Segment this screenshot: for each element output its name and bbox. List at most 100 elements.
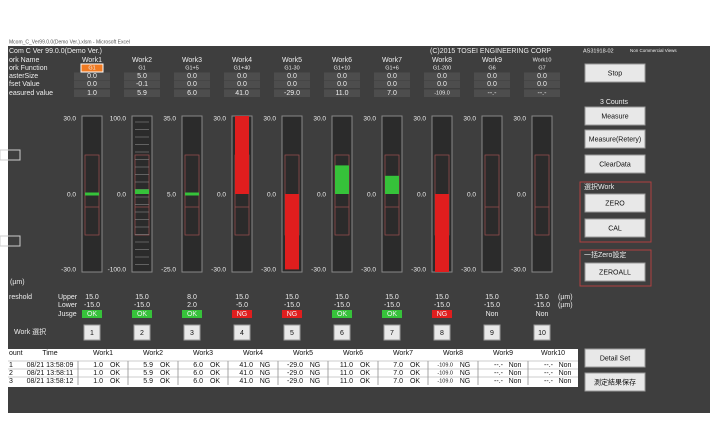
work-select[interactable] (383, 324, 401, 341)
work-offset: 0.0 (337, 81, 347, 88)
cell: 1.0 (93, 378, 103, 385)
table-header: Time (42, 350, 57, 357)
value-cell (274, 89, 310, 97)
marker (0, 149, 21, 161)
cell: 6.0 (193, 378, 203, 385)
work-select-label: 3 (190, 330, 194, 337)
value-cell (524, 89, 560, 97)
cell: NG (460, 378, 471, 385)
cal-button[interactable] (584, 218, 646, 238)
cell: -29.0 (287, 378, 303, 385)
upper: 15.0 (335, 294, 349, 301)
judge: NG (237, 311, 248, 318)
cell: Non (559, 378, 572, 385)
gauge-scale: -30.0 (211, 267, 226, 274)
work-select[interactable] (533, 324, 551, 341)
cell: OK (210, 378, 220, 385)
work-select[interactable] (233, 324, 251, 341)
work-function: G7 (538, 65, 545, 71)
gauge-scale: 0.0 (517, 192, 526, 199)
group-label: 一括Zero設定 (584, 250, 626, 259)
app-title: Com C Ver 99.0.0(Demo Ver.) (9, 48, 102, 55)
value-cell (474, 72, 510, 80)
retry-button[interactable] (584, 129, 646, 149)
lower: -15.0 (534, 302, 550, 309)
work-offset: 0.0 (387, 81, 397, 88)
gauge-scale: 0.0 (117, 192, 126, 199)
gauge-bar (135, 189, 149, 194)
work-select[interactable] (133, 324, 151, 341)
cell: 2 (9, 370, 13, 377)
cell: OK (110, 362, 120, 369)
work-function: G1+6 (385, 65, 399, 71)
value-cell (424, 80, 460, 88)
cell: 1 (9, 362, 13, 369)
gauge-limit (534, 154, 550, 236)
work-name: Work1 (82, 57, 102, 64)
judge-box (232, 310, 252, 318)
work-master: 0.0 (237, 73, 247, 80)
save-button[interactable] (584, 372, 646, 392)
value-cell (424, 89, 460, 97)
work-select-label: 8 (440, 330, 444, 337)
work-select[interactable] (333, 324, 351, 341)
upper: 15.0 (235, 294, 249, 301)
work-select[interactable] (283, 324, 301, 341)
work-offset: -0.1 (136, 81, 148, 88)
work-measured: 7.0 (387, 90, 397, 97)
value-cell (524, 80, 560, 88)
cell: OK (410, 370, 420, 377)
upper: 15.0 (85, 294, 99, 301)
table-header: Work6 (343, 350, 363, 357)
gauge-bar (285, 194, 299, 270)
threshold-label: reshold (9, 294, 32, 301)
gauge-scale: -30.0 (461, 267, 476, 274)
cell: 6.0 (193, 362, 203, 369)
work-name: Work2 (132, 57, 152, 64)
gauge-scale: 0.0 (367, 192, 376, 199)
upper-label: Upper (58, 294, 78, 301)
judge-box (82, 310, 102, 318)
work-select[interactable] (433, 324, 451, 341)
zero-button[interactable] (584, 193, 646, 213)
lower: -15.0 (334, 302, 350, 309)
value-cell (474, 80, 510, 88)
cell: Non (509, 378, 522, 385)
gauge-scale: -25.0 (161, 267, 176, 274)
work-function: G1+5 (185, 65, 199, 71)
gauge-scale: 30.0 (463, 116, 476, 123)
cell: 08/21 13:58:11 (27, 370, 73, 377)
value-cell (224, 80, 260, 88)
gauge-scale: 30.0 (263, 116, 276, 123)
judge-box (282, 310, 302, 318)
copyright: (C)2015 TOSEI ENGINEERING CORP (430, 48, 551, 55)
stop-button-label: Stop (608, 70, 623, 77)
work-measured: --.- (538, 90, 548, 97)
work-measured: --.- (488, 90, 498, 97)
zeroall-button[interactable] (584, 262, 646, 282)
gauge-scale: 30.0 (63, 116, 76, 123)
judge: Non (536, 311, 549, 318)
gauge-scale: -30.0 (361, 267, 376, 274)
counts: 3 Counts (600, 99, 629, 106)
unit: (µm) (558, 294, 573, 301)
work-select[interactable] (483, 324, 501, 341)
work-select-label: 10 (538, 330, 546, 337)
function-cell (80, 63, 104, 73)
work-select-label: 1 (90, 330, 94, 337)
lower: -15.0 (134, 302, 150, 309)
work-select[interactable] (83, 324, 101, 341)
stop-button[interactable] (584, 63, 646, 83)
cell: 11.0 (340, 362, 353, 369)
value-cell (374, 80, 410, 88)
detail-button[interactable] (584, 348, 646, 368)
cell: 7.0 (393, 378, 403, 385)
group-box (579, 249, 652, 287)
judge: NG (437, 311, 448, 318)
measure-button[interactable] (584, 106, 646, 126)
clear-button[interactable] (584, 154, 646, 174)
work-select[interactable] (183, 324, 201, 341)
value-cell (124, 89, 160, 97)
work-function: G1 (88, 65, 95, 71)
